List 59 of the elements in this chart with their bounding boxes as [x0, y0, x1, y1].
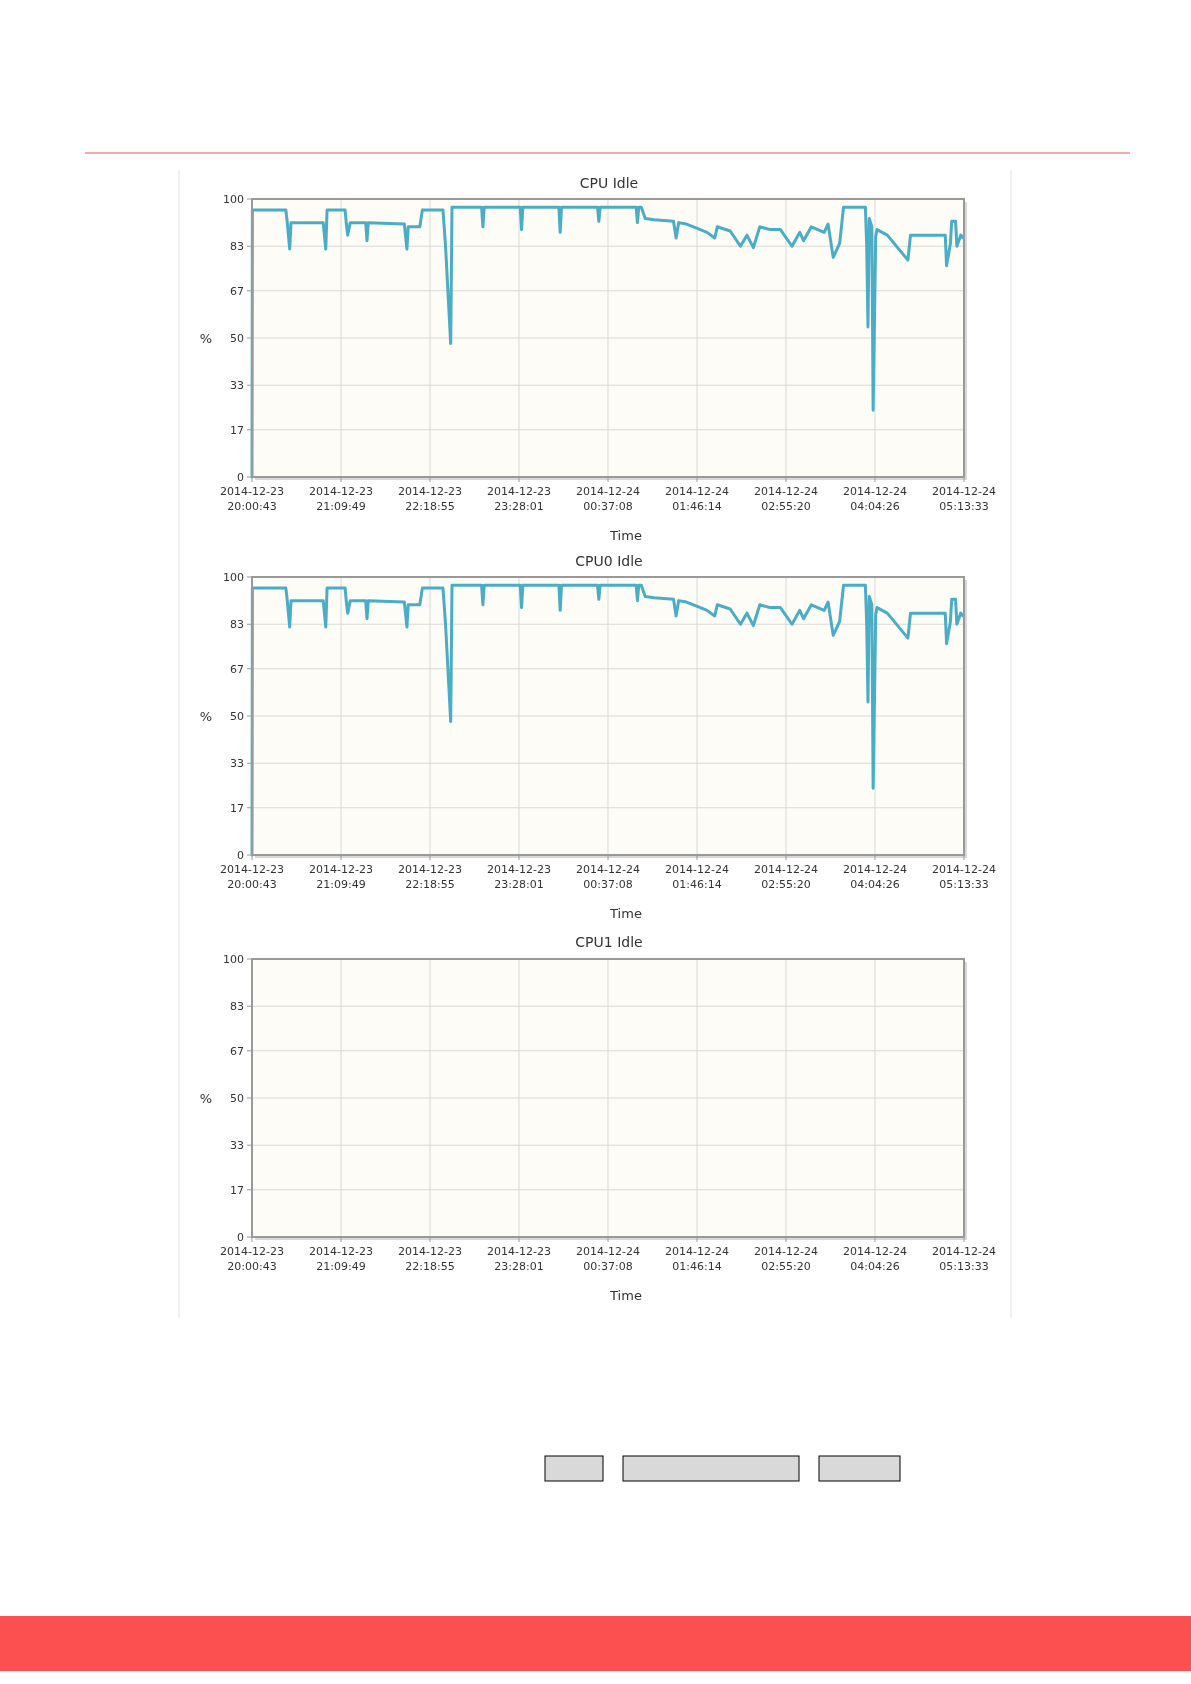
chart-title: CPU1 Idle	[575, 934, 643, 950]
x-tick-label: 2014-12-24 00:37:08	[576, 1245, 640, 1273]
x-tick-label: 2014-12-24 00:37:08	[576, 863, 640, 891]
y-tick-label: 33	[230, 757, 244, 771]
y-tick-label: 50	[230, 709, 244, 723]
x-tick-label: 2014-12-23 22:18:55	[398, 485, 462, 513]
y-tick-label: 83	[230, 618, 244, 632]
x-tick-label: 2014-12-24 01:46:14	[665, 485, 729, 513]
x-tick-label: 2014-12-24 02:55:20	[754, 485, 818, 513]
y-tick-label: 50	[230, 1091, 244, 1105]
y-tick-label: 17	[230, 801, 244, 815]
x-tick-label: 2014-12-23 23:28:01	[487, 863, 551, 891]
x-tick-label: 2014-12-23 23:28:01	[487, 485, 551, 513]
x-tick-label: 2014-12-23 21:09:49	[309, 1245, 373, 1273]
y-tick-label: 100	[223, 952, 244, 966]
y-axis-title: %	[199, 708, 213, 724]
x-axis-title: Time	[609, 1288, 642, 1303]
y-tick-label: 33	[230, 379, 244, 393]
chart-title: CPU0 Idle	[575, 553, 643, 569]
x-tick-label: 2014-12-24 05:13:33	[932, 1245, 996, 1273]
x-tick-label: 2014-12-24 01:46:14	[665, 863, 729, 891]
y-tick-label: 83	[230, 1000, 244, 1014]
x-tick-label: 2014-12-23 20:00:43	[220, 863, 284, 891]
y-axis-title: %	[199, 330, 213, 346]
x-tick-label: 2014-12-23 22:18:55	[398, 1245, 462, 1273]
x-tick-label: 2014-12-24 02:55:20	[754, 1245, 818, 1273]
y-tick-label: 83	[230, 240, 244, 254]
x-tick-label: 2014-12-24 00:37:08	[576, 485, 640, 513]
x-tick-label: 2014-12-23 20:00:43	[220, 485, 284, 513]
line-series	[250, 583, 965, 857]
y-tick-label: 67	[230, 662, 244, 676]
x-tick-label: 2014-12-24 04:04:26	[843, 485, 907, 513]
y-tick-label: 100	[223, 570, 244, 584]
y-tick-label: 17	[230, 423, 244, 437]
x-tick-label: 2014-12-24 05:13:33	[932, 485, 996, 513]
y-tick-label: 0	[237, 470, 244, 484]
x-tick-label: 2014-12-24 04:04:26	[843, 1245, 907, 1273]
y-tick-label: 17	[230, 1183, 244, 1197]
x-axis-title: Time	[609, 906, 642, 921]
y-tick-label: 100	[223, 192, 244, 206]
chart-title: CPU Idle	[579, 175, 639, 191]
y-tick-label: 50	[230, 331, 244, 345]
x-tick-label: 2014-12-24 04:04:26	[843, 863, 907, 891]
x-tick-label: 2014-12-23 21:09:49	[309, 485, 373, 513]
x-tick-label: 2014-12-23 20:00:43	[220, 1245, 284, 1273]
x-tick-label: 2014-12-24 02:55:20	[754, 863, 818, 891]
x-tick-label: 2014-12-24 01:46:14	[665, 1245, 729, 1273]
x-tick-label: 2014-12-23 22:18:55	[398, 863, 462, 891]
line-series	[250, 205, 965, 479]
y-tick-label: 67	[230, 1044, 244, 1058]
y-axis-title: %	[199, 1090, 213, 1106]
y-tick-label: 0	[237, 1230, 244, 1244]
y-tick-label: 0	[237, 848, 244, 862]
x-tick-label: 2014-12-23 21:09:49	[309, 863, 373, 891]
x-tick-label: 2014-12-24 05:13:33	[932, 863, 996, 891]
y-tick-label: 67	[230, 284, 244, 298]
x-tick-label: 2014-12-23 23:28:01	[487, 1245, 551, 1273]
y-tick-label: 33	[230, 1139, 244, 1153]
x-axis-title: Time	[609, 528, 642, 543]
